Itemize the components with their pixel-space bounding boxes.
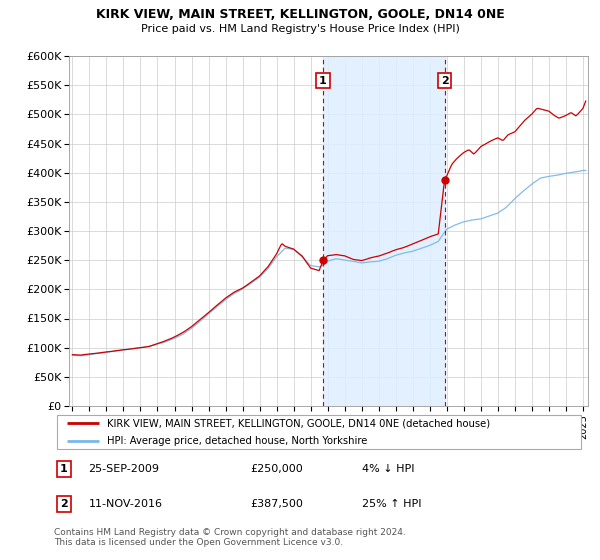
Text: £250,000: £250,000 (250, 464, 303, 474)
Text: £387,500: £387,500 (250, 499, 304, 509)
Text: 1: 1 (319, 76, 327, 86)
Text: KIRK VIEW, MAIN STREET, KELLINGTON, GOOLE, DN14 0NE (detached house): KIRK VIEW, MAIN STREET, KELLINGTON, GOOL… (107, 418, 490, 428)
Text: KIRK VIEW, MAIN STREET, KELLINGTON, GOOLE, DN14 0NE: KIRK VIEW, MAIN STREET, KELLINGTON, GOOL… (95, 8, 505, 21)
Text: 25% ↑ HPI: 25% ↑ HPI (362, 499, 421, 509)
Text: 4% ↓ HPI: 4% ↓ HPI (362, 464, 415, 474)
Text: HPI: Average price, detached house, North Yorkshire: HPI: Average price, detached house, Nort… (107, 436, 367, 446)
FancyBboxPatch shape (56, 414, 581, 449)
Text: Contains HM Land Registry data © Crown copyright and database right 2024.
This d: Contains HM Land Registry data © Crown c… (54, 528, 406, 547)
Text: 2: 2 (440, 76, 448, 86)
Bar (323, 56, 445, 406)
Text: 1: 1 (59, 464, 67, 474)
Text: 11-NOV-2016: 11-NOV-2016 (89, 499, 163, 509)
Text: Price paid vs. HM Land Registry's House Price Index (HPI): Price paid vs. HM Land Registry's House … (140, 24, 460, 34)
Text: 2: 2 (59, 499, 67, 509)
Text: 25-SEP-2009: 25-SEP-2009 (89, 464, 160, 474)
